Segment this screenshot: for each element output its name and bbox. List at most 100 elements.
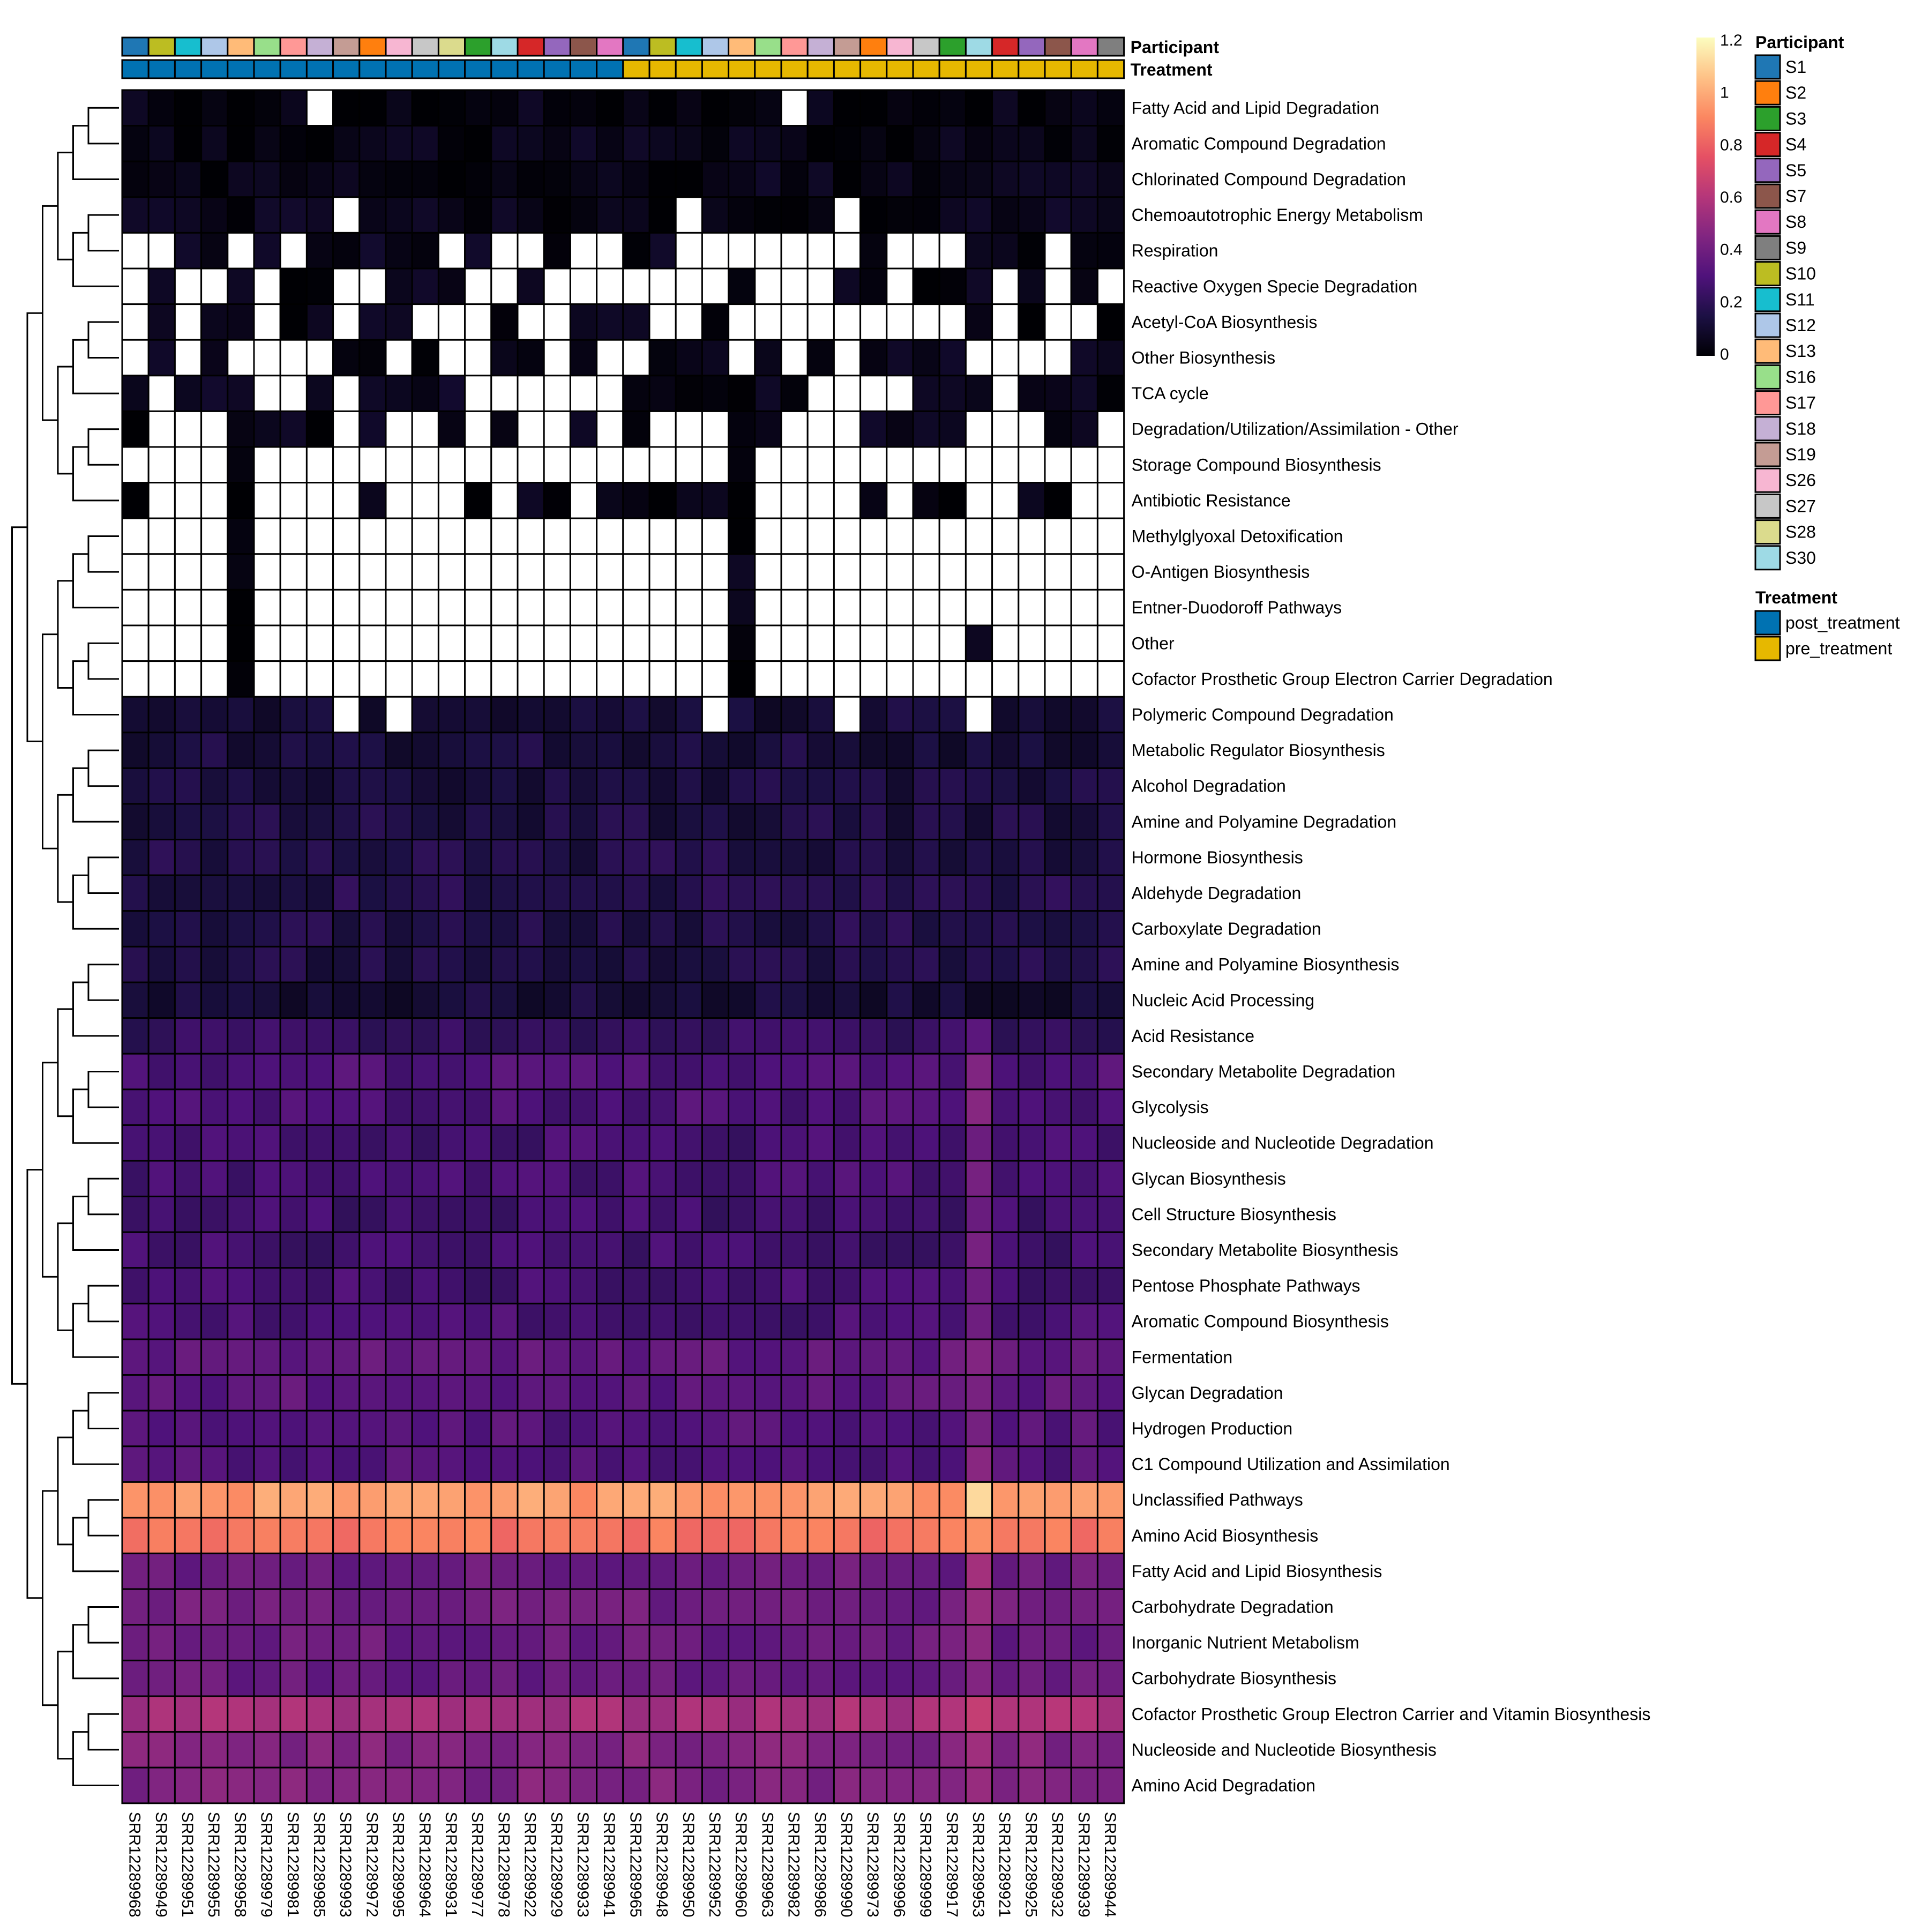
heatmap-cell <box>385 1267 413 1304</box>
heatmap-cell <box>253 196 281 234</box>
heatmap-cell <box>227 803 255 841</box>
heatmap-cell <box>596 1017 624 1055</box>
heatmap-cell <box>754 517 782 555</box>
heatmap-cell <box>886 1088 914 1126</box>
heatmap-cell <box>1070 89 1098 127</box>
heatmap-cell <box>965 767 993 805</box>
heatmap-cell <box>754 410 782 448</box>
heatmap-cell <box>1018 1196 1046 1233</box>
heatmap-cell <box>886 1553 914 1590</box>
heatmap-cell <box>517 945 545 983</box>
heatmap-cell <box>1018 89 1046 127</box>
heatmap-cell <box>1070 1196 1098 1233</box>
heatmap-cell <box>543 1695 571 1733</box>
heatmap-cell <box>622 375 651 412</box>
heatmap-cell <box>147 267 176 305</box>
heatmap-cell <box>543 1445 571 1483</box>
heatmap-cell <box>754 981 782 1019</box>
heatmap-cell <box>596 1624 624 1661</box>
heatmap-cell <box>437 803 466 841</box>
heatmap-cell <box>385 553 413 591</box>
heatmap-cell <box>806 981 835 1019</box>
heatmap-cell <box>780 588 809 626</box>
heatmap-cell <box>622 232 651 270</box>
heatmap-cell <box>358 1017 387 1055</box>
heatmap-cell <box>1096 1731 1125 1769</box>
heatmap-cell <box>305 232 334 270</box>
heatmap-cell <box>543 588 571 626</box>
participant-annotation-cell <box>1096 36 1125 57</box>
heatmap-cell <box>965 375 993 412</box>
column-label-srr12289953: SRR12289953 <box>969 1812 987 1918</box>
heatmap-cell <box>701 910 730 948</box>
heatmap-cell <box>886 339 914 377</box>
heatmap-cell <box>596 945 624 983</box>
heatmap-cell <box>227 1017 255 1055</box>
heatmap-cell <box>912 125 940 162</box>
heatmap-cell <box>1044 1766 1072 1804</box>
heatmap-cell <box>200 1088 229 1126</box>
column-label-srr12289948: SRR12289948 <box>653 1812 671 1918</box>
heatmap-cell <box>596 89 624 127</box>
heatmap-cell <box>200 303 229 341</box>
heatmap-cell <box>543 1160 571 1198</box>
heatmap-cell <box>569 303 598 341</box>
dendrogram-branch <box>72 1302 119 1358</box>
heatmap-cell <box>991 196 1020 234</box>
heatmap-cell <box>780 1088 809 1126</box>
participant-legend-swatch <box>1754 416 1781 442</box>
column-label-srr12289922: SRR12289922 <box>521 1812 539 1918</box>
heatmap-cell <box>622 803 651 841</box>
row-label-cofactor-prosthetic-group-electron-carrier-and-vitamin-biosynthesis: Cofactor Prosthetic Group Electron Carri… <box>1132 1704 1651 1724</box>
heatmap-cell <box>253 482 281 519</box>
heatmap-cell <box>305 89 334 127</box>
heatmap-cell <box>227 1124 255 1162</box>
heatmap-cell <box>780 1267 809 1304</box>
heatmap-cell <box>147 624 176 662</box>
heatmap-cell <box>596 732 624 769</box>
heatmap-cell <box>806 482 835 519</box>
heatmap-cell <box>174 1124 203 1162</box>
heatmap-cell <box>965 303 993 341</box>
heatmap-cell <box>806 588 835 626</box>
color-scale-tick: 0.6 <box>1720 189 1743 206</box>
participant-legend-entry: S16 <box>1785 367 1816 386</box>
heatmap-cell <box>200 125 229 162</box>
heatmap-cell <box>543 1481 571 1519</box>
heatmap-cell <box>490 945 519 983</box>
heatmap-cell <box>1096 1517 1125 1555</box>
heatmap-cell <box>253 446 281 484</box>
heatmap-cell <box>833 1517 862 1555</box>
heatmap-cell <box>965 267 993 305</box>
heatmap-cell <box>200 1588 229 1626</box>
heatmap-cell <box>200 1445 229 1483</box>
heatmap-cell <box>200 732 229 769</box>
heatmap-cell <box>332 1338 361 1376</box>
heatmap-cell <box>464 553 492 591</box>
heatmap-cell <box>648 1481 677 1519</box>
heatmap-cell <box>965 1267 993 1304</box>
row-label-inorganic-nutrient-metabolism: Inorganic Nutrient Metabolism <box>1132 1633 1359 1652</box>
heatmap-cell <box>358 1374 387 1412</box>
heatmap-cell <box>833 732 862 769</box>
heatmap-cell <box>200 767 229 805</box>
heatmap-cell <box>490 1731 519 1769</box>
heatmap-cell <box>648 303 677 341</box>
heatmap-cell <box>886 125 914 162</box>
heatmap-cell <box>938 1053 967 1091</box>
heatmap-cell <box>147 303 176 341</box>
heatmap-cell <box>227 874 255 912</box>
heatmap-cell <box>121 303 149 341</box>
participant-annotation-cell <box>332 36 361 57</box>
heatmap-cell <box>965 1588 993 1626</box>
heatmap-cell <box>227 482 255 519</box>
heatmap-cell <box>912 1196 940 1233</box>
heatmap-cell <box>279 945 308 983</box>
heatmap-cell <box>806 1196 835 1233</box>
heatmap-cells <box>121 89 1125 1804</box>
heatmap-cell <box>806 1445 835 1483</box>
heatmap-cell <box>648 1196 677 1233</box>
heatmap-cell <box>121 1695 149 1733</box>
heatmap-cell <box>279 588 308 626</box>
